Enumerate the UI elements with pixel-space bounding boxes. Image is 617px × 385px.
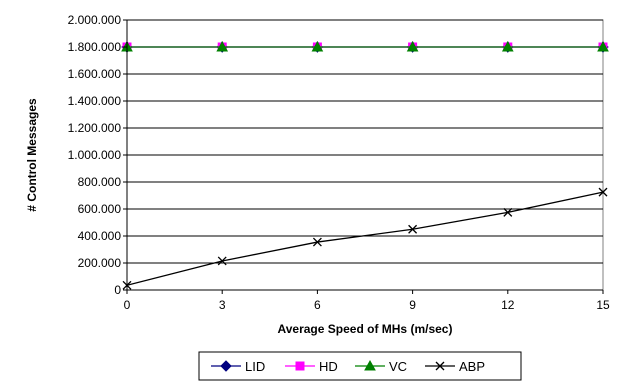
series-layer — [121, 40, 609, 290]
x-tick-label: 0 — [124, 298, 131, 312]
point-vc — [501, 40, 514, 52]
x-tick-label: 6 — [314, 298, 321, 312]
legend-label-abp: ABP — [459, 359, 485, 374]
legend-item-hd: HD — [285, 359, 338, 374]
y-tick-labels: 0 200.000 400.000 600.000 800.000 1.000.000 1.… — [68, 13, 127, 297]
point-abp — [503, 207, 513, 217]
y-tick-label: 800.000 — [78, 175, 122, 189]
point-abp — [217, 256, 227, 266]
legend-item-lid: LID — [211, 359, 265, 374]
legend-label-vc: VC — [389, 359, 407, 374]
series-line-abp — [126, 191, 604, 286]
y-tick-label: 2.000.000 — [68, 13, 122, 27]
legend-item-abp: ABP — [425, 359, 485, 374]
point-vc — [216, 40, 229, 52]
y-tick-label: 1.600.000 — [68, 67, 122, 81]
y-tick-label: 1.800.000 — [68, 40, 122, 54]
legend-marker-hd — [295, 361, 305, 371]
x-tick-label: 9 — [409, 298, 416, 312]
x-tick-labels: 0 3 6 9 12 15 — [124, 290, 610, 312]
point-vc — [406, 40, 419, 52]
legend-item-vc: VC — [355, 359, 407, 374]
series-abp — [122, 187, 608, 290]
legend-marker-vc — [364, 359, 376, 371]
x-tick-label: 12 — [501, 298, 515, 312]
point-vc — [597, 40, 609, 52]
point-abp — [312, 237, 322, 247]
y-axis-title: # Control Messages — [25, 98, 39, 212]
point-abp — [408, 224, 418, 234]
legend-marker-lid — [220, 360, 232, 372]
x-tick-label: 3 — [219, 298, 226, 312]
y-tick-label: 0 — [114, 283, 121, 297]
y-tick-label: 1.400.000 — [68, 94, 122, 108]
y-tick-label: 200.000 — [78, 256, 122, 270]
y-tick-label: 600.000 — [78, 202, 122, 216]
y-tick-label: 400.000 — [78, 229, 122, 243]
point-abp — [598, 187, 608, 197]
y-tick-label: 1.000.000 — [68, 148, 122, 162]
x-axis-title: Average Speed of MHs (m/sec) — [278, 322, 453, 336]
x-tick-label: 15 — [596, 298, 610, 312]
legend-label-lid: LID — [245, 359, 265, 374]
legend-label-hd: HD — [319, 359, 338, 374]
y-tick-label: 1.200.000 — [68, 121, 122, 135]
legend: LID HD VC ABP — [211, 359, 485, 374]
point-vc — [311, 40, 324, 52]
legend-marker-abp — [435, 361, 445, 371]
